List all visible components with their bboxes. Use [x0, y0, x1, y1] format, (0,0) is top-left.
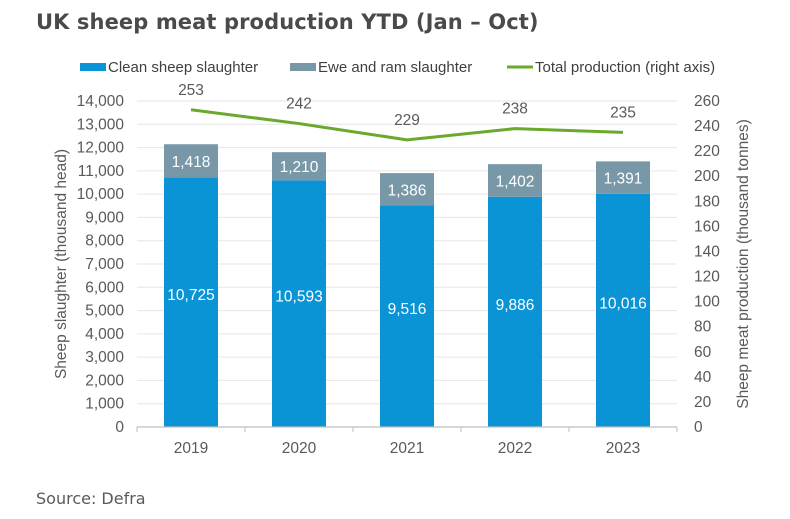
y-tick-label: 5,000 — [85, 303, 124, 320]
y-tick-label: 14,000 — [77, 93, 125, 110]
y2-axis-title: Sheep meat production (thousand tonnes) — [735, 119, 752, 409]
y-tick-label: 4,000 — [85, 326, 124, 343]
bar-clean-sheep — [164, 177, 218, 427]
legend-label-total-production: Total production (right axis) — [535, 59, 715, 76]
legend-label-ewe-ram: Ewe and ram slaughter — [318, 59, 472, 76]
x-tick-label: 2019 — [174, 440, 208, 457]
y2-tick-label: 100 — [694, 294, 720, 311]
y2-tick-label: 40 — [694, 369, 712, 386]
y2-tick-label: 60 — [694, 344, 712, 361]
bar-label-clean-sheep: 10,593 — [275, 289, 322, 306]
bar-label-ewe-ram: 1,418 — [172, 154, 211, 171]
y-axis-title: Sheep slaughter (thousand head) — [53, 149, 70, 379]
bar-ewe-ram — [596, 161, 650, 194]
y-tick-label: 9,000 — [85, 209, 124, 226]
y2-tick-label: 0 — [694, 419, 703, 436]
chart-title: UK sheep meat production YTD (Jan – Oct) — [36, 10, 539, 34]
y-tick-label: 1,000 — [85, 396, 124, 413]
legend-label-clean-sheep: Clean sheep slaughter — [108, 59, 258, 76]
legend-swatch-clean-sheep — [80, 63, 106, 71]
x-tick-label: 2020 — [282, 440, 317, 457]
y-tick-label: 2,000 — [85, 372, 124, 389]
line-label-total-production: 238 — [502, 101, 528, 118]
bar-label-clean-sheep: 9,516 — [388, 301, 427, 318]
y2-tick-label: 160 — [694, 218, 720, 235]
line-label-total-production: 235 — [610, 104, 636, 121]
line-label-total-production: 253 — [178, 82, 204, 99]
bar-label-clean-sheep: 10,016 — [599, 295, 646, 312]
bar-clean-sheep — [380, 205, 434, 427]
bar-ewe-ram — [272, 152, 326, 181]
bar-ewe-ram — [164, 144, 218, 178]
y-tick-label: 8,000 — [85, 233, 124, 250]
y2-tick-label: 220 — [694, 143, 720, 160]
bar-label-ewe-ram: 1,210 — [280, 159, 319, 176]
bar-label-clean-sheep: 9,886 — [496, 297, 535, 314]
bar-ewe-ram — [488, 164, 542, 197]
x-tick-label: 2023 — [606, 440, 640, 457]
bar-label-clean-sheep: 10,725 — [167, 287, 214, 304]
bar-clean-sheep — [272, 180, 326, 427]
y-tick-label: 0 — [115, 419, 124, 436]
y-tick-label: 6,000 — [85, 279, 124, 296]
source-note: Source: Defra — [36, 489, 146, 508]
y2-tick-label: 140 — [694, 243, 720, 260]
y-tick-label: 10,000 — [77, 186, 125, 203]
bar-label-ewe-ram: 1,386 — [388, 182, 427, 199]
y-tick-label: 7,000 — [85, 256, 124, 273]
y2-tick-label: 260 — [694, 93, 720, 110]
bar-clean-sheep — [488, 196, 542, 427]
y2-tick-label: 240 — [694, 118, 720, 135]
bar-label-ewe-ram: 1,391 — [604, 171, 643, 188]
y-tick-label: 12,000 — [77, 140, 125, 157]
legend-swatch-ewe-ram — [290, 63, 316, 71]
line-label-total-production: 242 — [286, 96, 312, 113]
y2-tick-label: 180 — [694, 193, 720, 210]
bar-label-ewe-ram: 1,402 — [496, 173, 535, 190]
x-tick-label: 2021 — [390, 440, 424, 457]
line-label-total-production: 229 — [394, 112, 420, 129]
y-tick-label: 3,000 — [85, 349, 124, 366]
y2-tick-label: 120 — [694, 269, 720, 286]
x-tick-label: 2022 — [498, 440, 532, 457]
y2-tick-label: 200 — [694, 168, 720, 185]
y2-tick-label: 20 — [694, 394, 712, 411]
bar-ewe-ram — [380, 173, 434, 206]
y2-tick-label: 80 — [694, 319, 712, 336]
y-tick-label: 13,000 — [77, 116, 125, 133]
y-tick-label: 11,000 — [78, 163, 125, 180]
bar-clean-sheep — [596, 193, 650, 427]
